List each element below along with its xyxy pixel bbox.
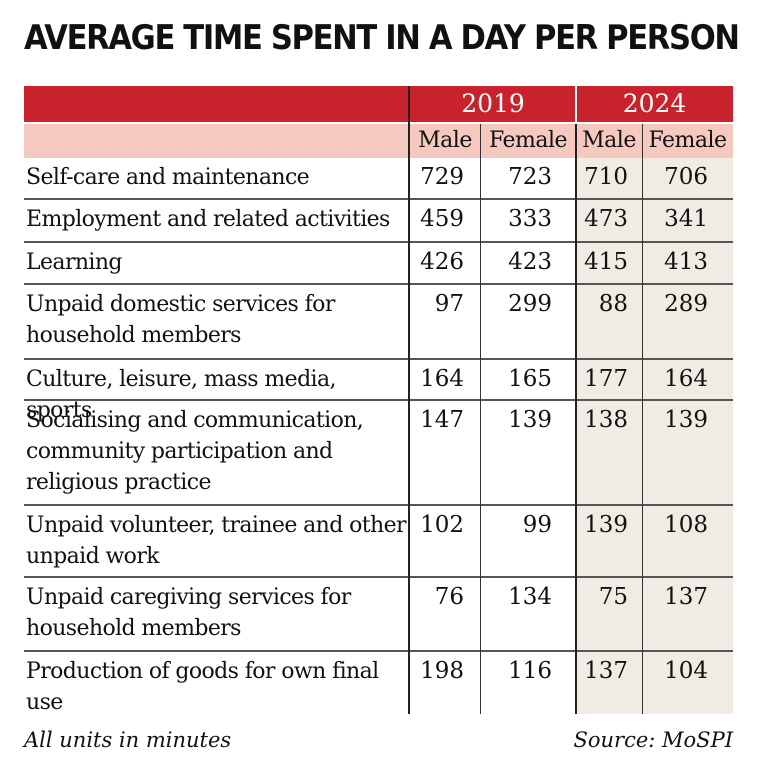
row-divider <box>24 358 733 360</box>
units-note: All units in minutes <box>24 728 232 752</box>
value-2024-female: 413 <box>664 249 708 275</box>
value-2024-female: 706 <box>664 164 708 190</box>
value-2019-female: 423 <box>508 249 552 275</box>
row-divider <box>24 504 733 506</box>
value-2019-male: 198 <box>420 658 464 684</box>
source-note: Source: MoSPI <box>573 728 734 752</box>
value-2024-male: 138 <box>584 407 628 433</box>
value-2019-male: 426 <box>420 249 464 275</box>
value-2019-female: 134 <box>508 584 552 610</box>
value-2019-female: 299 <box>508 291 552 317</box>
value-2019-male: 729 <box>420 164 464 190</box>
value-2019-male: 459 <box>420 206 464 232</box>
value-2019-female: 116 <box>508 658 552 684</box>
year-divider <box>575 86 577 122</box>
value-2019-female: 99 <box>522 512 552 538</box>
value-2024-female: 289 <box>664 291 708 317</box>
value-2024-male: 473 <box>584 206 628 232</box>
column-divider-2019 <box>480 124 481 714</box>
column-divider-category <box>408 86 410 714</box>
row-divider <box>24 241 733 243</box>
row-category: Employment and related activities <box>26 207 390 232</box>
value-2024-female: 108 <box>664 512 708 538</box>
row-category: Production of goods for own final use <box>26 659 379 715</box>
value-2019-female: 139 <box>508 407 552 433</box>
column-divider-year <box>575 124 577 714</box>
row-category: Unpaid volunteer, trainee and other unpa… <box>26 513 407 569</box>
value-2024-male: 139 <box>584 512 628 538</box>
column-divider-2024 <box>642 124 643 714</box>
value-2024-female: 341 <box>664 206 708 232</box>
value-2024-male: 415 <box>584 249 628 275</box>
year-header-2024: 2024 <box>622 89 687 118</box>
row-category: Learning <box>26 250 123 275</box>
value-2019-male: 102 <box>420 512 464 538</box>
value-2024-male: 75 <box>598 584 628 610</box>
row-category: Culture, leisure, mass media, sports <box>26 367 337 423</box>
value-2019-male: 164 <box>420 366 464 392</box>
year-header-2019: 2019 <box>461 89 525 118</box>
value-2019-male: 147 <box>420 407 464 433</box>
value-2019-female: 165 <box>508 366 552 392</box>
chart-title: AVERAGE TIME SPENT IN A DAY PER PERSON <box>24 18 740 58</box>
row-category: Socialising and communication, community… <box>26 408 364 495</box>
value-2024-male: 710 <box>584 164 628 190</box>
row-divider <box>24 283 733 285</box>
value-2024-female: 137 <box>664 584 708 610</box>
year-header-bar <box>24 86 733 122</box>
value-2024-male: 88 <box>598 291 628 317</box>
value-2024-female: 104 <box>664 658 708 684</box>
row-divider <box>24 399 733 401</box>
value-2019-female: 333 <box>508 206 552 232</box>
row-category: Unpaid domestic services for household m… <box>26 292 335 348</box>
row-category: Self-care and maintenance <box>26 165 310 190</box>
gender-header-2024-male: Male <box>582 128 636 153</box>
row-divider <box>24 576 733 578</box>
row-divider <box>24 198 733 200</box>
time-use-table: 2019 2024 Male Female Male Female Self-c… <box>24 86 733 715</box>
value-2019-male: 97 <box>434 291 464 317</box>
value-2024-female: 164 <box>664 366 708 392</box>
gender-header-2019-male: Male <box>418 128 472 153</box>
value-2024-male: 177 <box>584 366 628 392</box>
gender-header-bar <box>24 124 733 158</box>
gender-header-2019-female: Female <box>488 128 568 153</box>
value-2019-male: 76 <box>434 584 464 610</box>
value-2019-female: 723 <box>508 164 552 190</box>
row-category: Unpaid caregiving services for household… <box>26 585 351 641</box>
gender-header-2024-female: Female <box>648 128 727 153</box>
value-2024-female: 139 <box>664 407 708 433</box>
row-divider <box>24 650 733 652</box>
value-2024-male: 137 <box>584 658 628 684</box>
column-shade-2024 <box>576 158 733 714</box>
